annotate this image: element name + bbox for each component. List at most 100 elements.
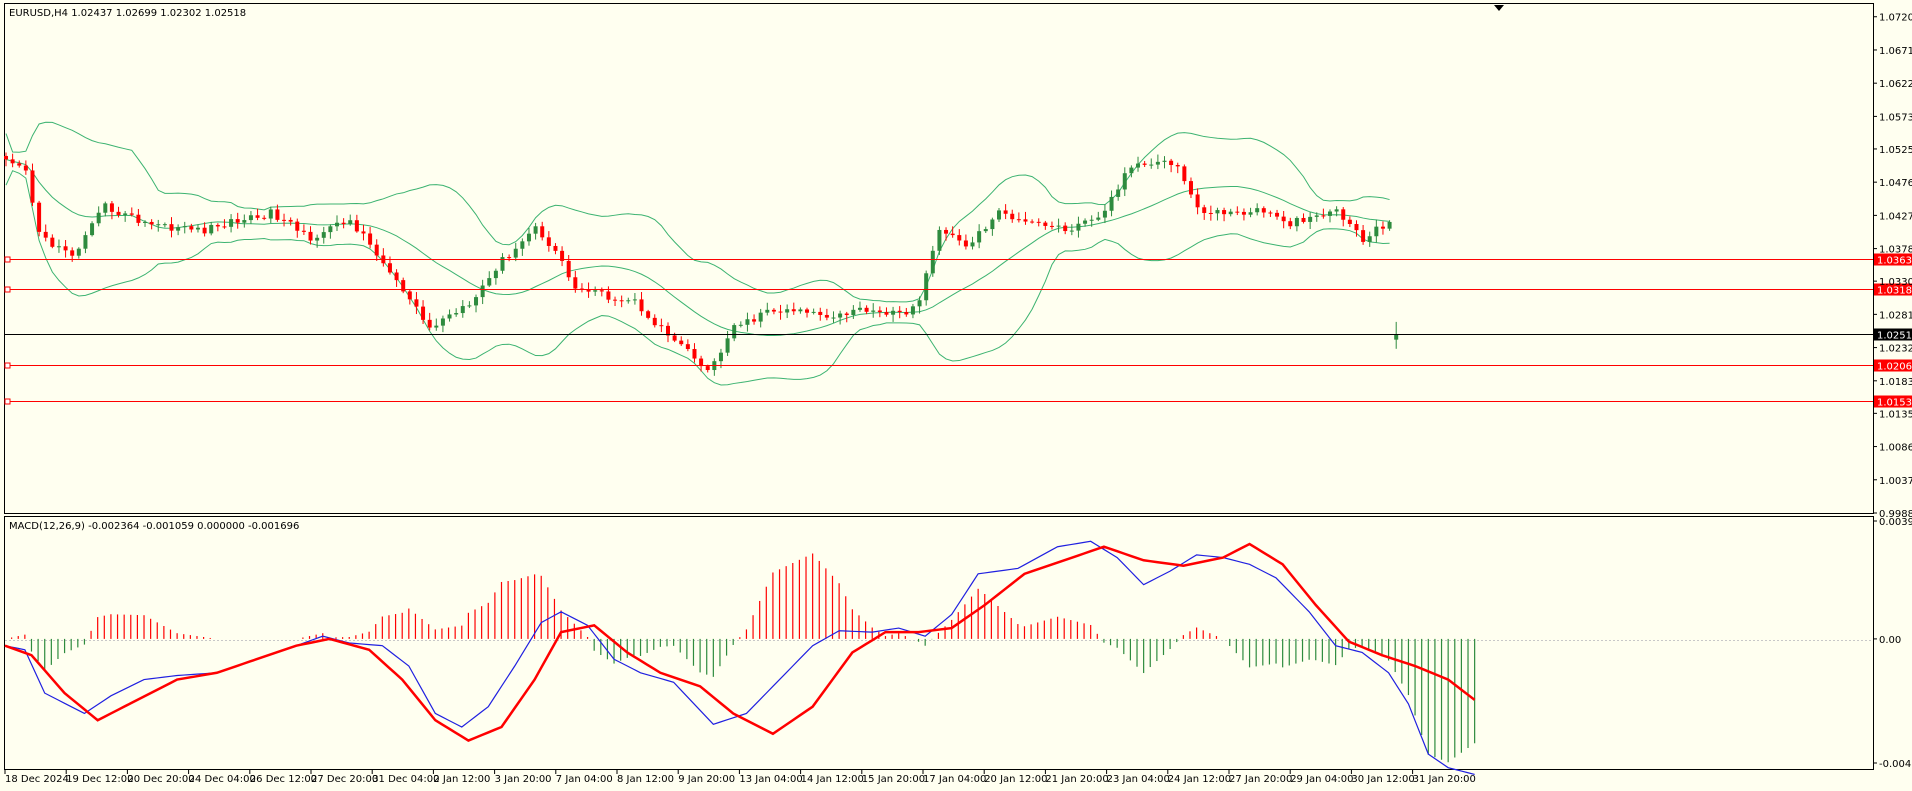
candle-body xyxy=(70,250,75,256)
candle xyxy=(1367,231,1372,247)
candle-body xyxy=(752,319,757,322)
candle xyxy=(295,218,300,238)
price-panel[interactable]: 1.03632 1.03180 1.02067 1.01532 1.02518 1.07… xyxy=(4,3,1912,521)
macd-axis: 0.003914 0.00 -0.00412 xyxy=(1873,517,1912,770)
candle-body xyxy=(977,231,982,243)
price-tick-label: 1.04270 xyxy=(1879,211,1912,222)
candle-body xyxy=(626,300,631,302)
candle-body xyxy=(275,209,280,220)
candle-body xyxy=(129,213,134,215)
candle-body xyxy=(387,263,392,273)
candle-body xyxy=(156,224,161,226)
time-tick-label: 7 Jan 04:00 xyxy=(556,774,613,785)
candle xyxy=(1155,154,1160,170)
candle-body xyxy=(1023,219,1028,222)
candle xyxy=(937,226,942,255)
candle-body xyxy=(467,305,472,307)
candle-body xyxy=(970,242,975,247)
candle xyxy=(1188,177,1193,199)
candle xyxy=(368,226,373,249)
candle-body xyxy=(500,257,505,271)
macd-panel-frame xyxy=(4,516,1874,770)
candle xyxy=(1129,165,1134,178)
candle xyxy=(1036,218,1041,227)
level-line[interactable]: 1.03632 xyxy=(4,253,1912,267)
shift-marker-icon[interactable] xyxy=(1494,5,1504,11)
candle-body xyxy=(1162,160,1167,162)
time-tick-label: 30 Jan 12:00 xyxy=(1351,774,1414,785)
candle-body xyxy=(321,232,326,238)
candle-body xyxy=(851,309,856,316)
level-price-tag xyxy=(1874,283,1912,296)
candle xyxy=(977,224,982,249)
level-anchor-handle[interactable] xyxy=(4,286,11,293)
candle-body xyxy=(1056,225,1061,227)
candle xyxy=(990,217,995,236)
current-price-line: 1.02518 xyxy=(5,328,1912,342)
candle xyxy=(1056,218,1061,233)
candle-body xyxy=(255,215,260,218)
level-line[interactable]: 1.03180 xyxy=(4,283,1912,297)
candle-body xyxy=(295,221,300,231)
candle xyxy=(824,308,829,321)
candle xyxy=(533,222,538,240)
bollinger-lower xyxy=(5,170,1390,386)
candle xyxy=(1102,204,1107,224)
candle xyxy=(692,343,697,363)
candle xyxy=(1003,204,1008,220)
candle xyxy=(176,224,181,236)
candle xyxy=(427,312,432,331)
time-tick-label: 31 Jan 20:00 xyxy=(1413,774,1476,785)
macd-panel[interactable]: 0.003914 0.00 -0.00412 MACD(12,26,9) -0.00… xyxy=(4,516,1912,776)
candle xyxy=(520,238,525,256)
candle-body xyxy=(1341,209,1346,220)
level-anchor-handle[interactable] xyxy=(4,256,11,263)
signal-line xyxy=(4,542,1476,742)
time-tick-label: 8 Jan 12:00 xyxy=(617,774,674,785)
candle xyxy=(626,297,631,304)
candle-body xyxy=(10,159,15,164)
level-anchor-handle[interactable] xyxy=(4,398,11,405)
candle-body xyxy=(1063,225,1068,232)
candle-body xyxy=(440,318,445,326)
candle-body xyxy=(23,165,28,171)
price-tick-label: 1.05730 xyxy=(1879,112,1912,123)
candle-body xyxy=(844,313,849,316)
candle-body xyxy=(1195,194,1200,208)
candle-body xyxy=(884,312,889,315)
candle-body xyxy=(1328,211,1332,216)
candle xyxy=(1222,207,1227,222)
candle xyxy=(963,234,968,250)
candlesticks[interactable] xyxy=(4,152,1399,376)
candle-body xyxy=(1010,213,1015,220)
candle xyxy=(4,152,8,167)
candle xyxy=(1275,209,1280,220)
candle-body xyxy=(791,309,796,312)
candle-body xyxy=(169,224,174,231)
candle-body xyxy=(599,290,604,292)
candle-body xyxy=(143,221,148,223)
candle-body xyxy=(983,229,988,232)
candle-body xyxy=(659,325,664,327)
candle-body xyxy=(17,163,22,166)
candle-body xyxy=(573,277,578,289)
candle xyxy=(248,211,253,224)
level-line[interactable]: 1.02067 xyxy=(4,359,1912,373)
time-tick-label: 3 Jan 20:00 xyxy=(495,774,552,785)
candle xyxy=(407,289,412,305)
horizontal-levels[interactable]: 1.03632 1.03180 1.02067 1.01532 1.02518 xyxy=(4,253,1912,409)
candle-body xyxy=(1380,226,1385,229)
candle-body xyxy=(136,214,141,223)
candle-body xyxy=(1235,211,1240,213)
candle xyxy=(983,226,988,234)
candle xyxy=(1063,222,1068,235)
candle xyxy=(778,304,783,320)
level-line[interactable]: 1.01532 xyxy=(4,395,1912,409)
candle-body xyxy=(593,290,598,292)
candle xyxy=(771,308,776,315)
candle-body xyxy=(685,344,690,350)
level-anchor-handle[interactable] xyxy=(4,362,11,369)
candle xyxy=(718,348,723,369)
candle xyxy=(507,254,512,262)
